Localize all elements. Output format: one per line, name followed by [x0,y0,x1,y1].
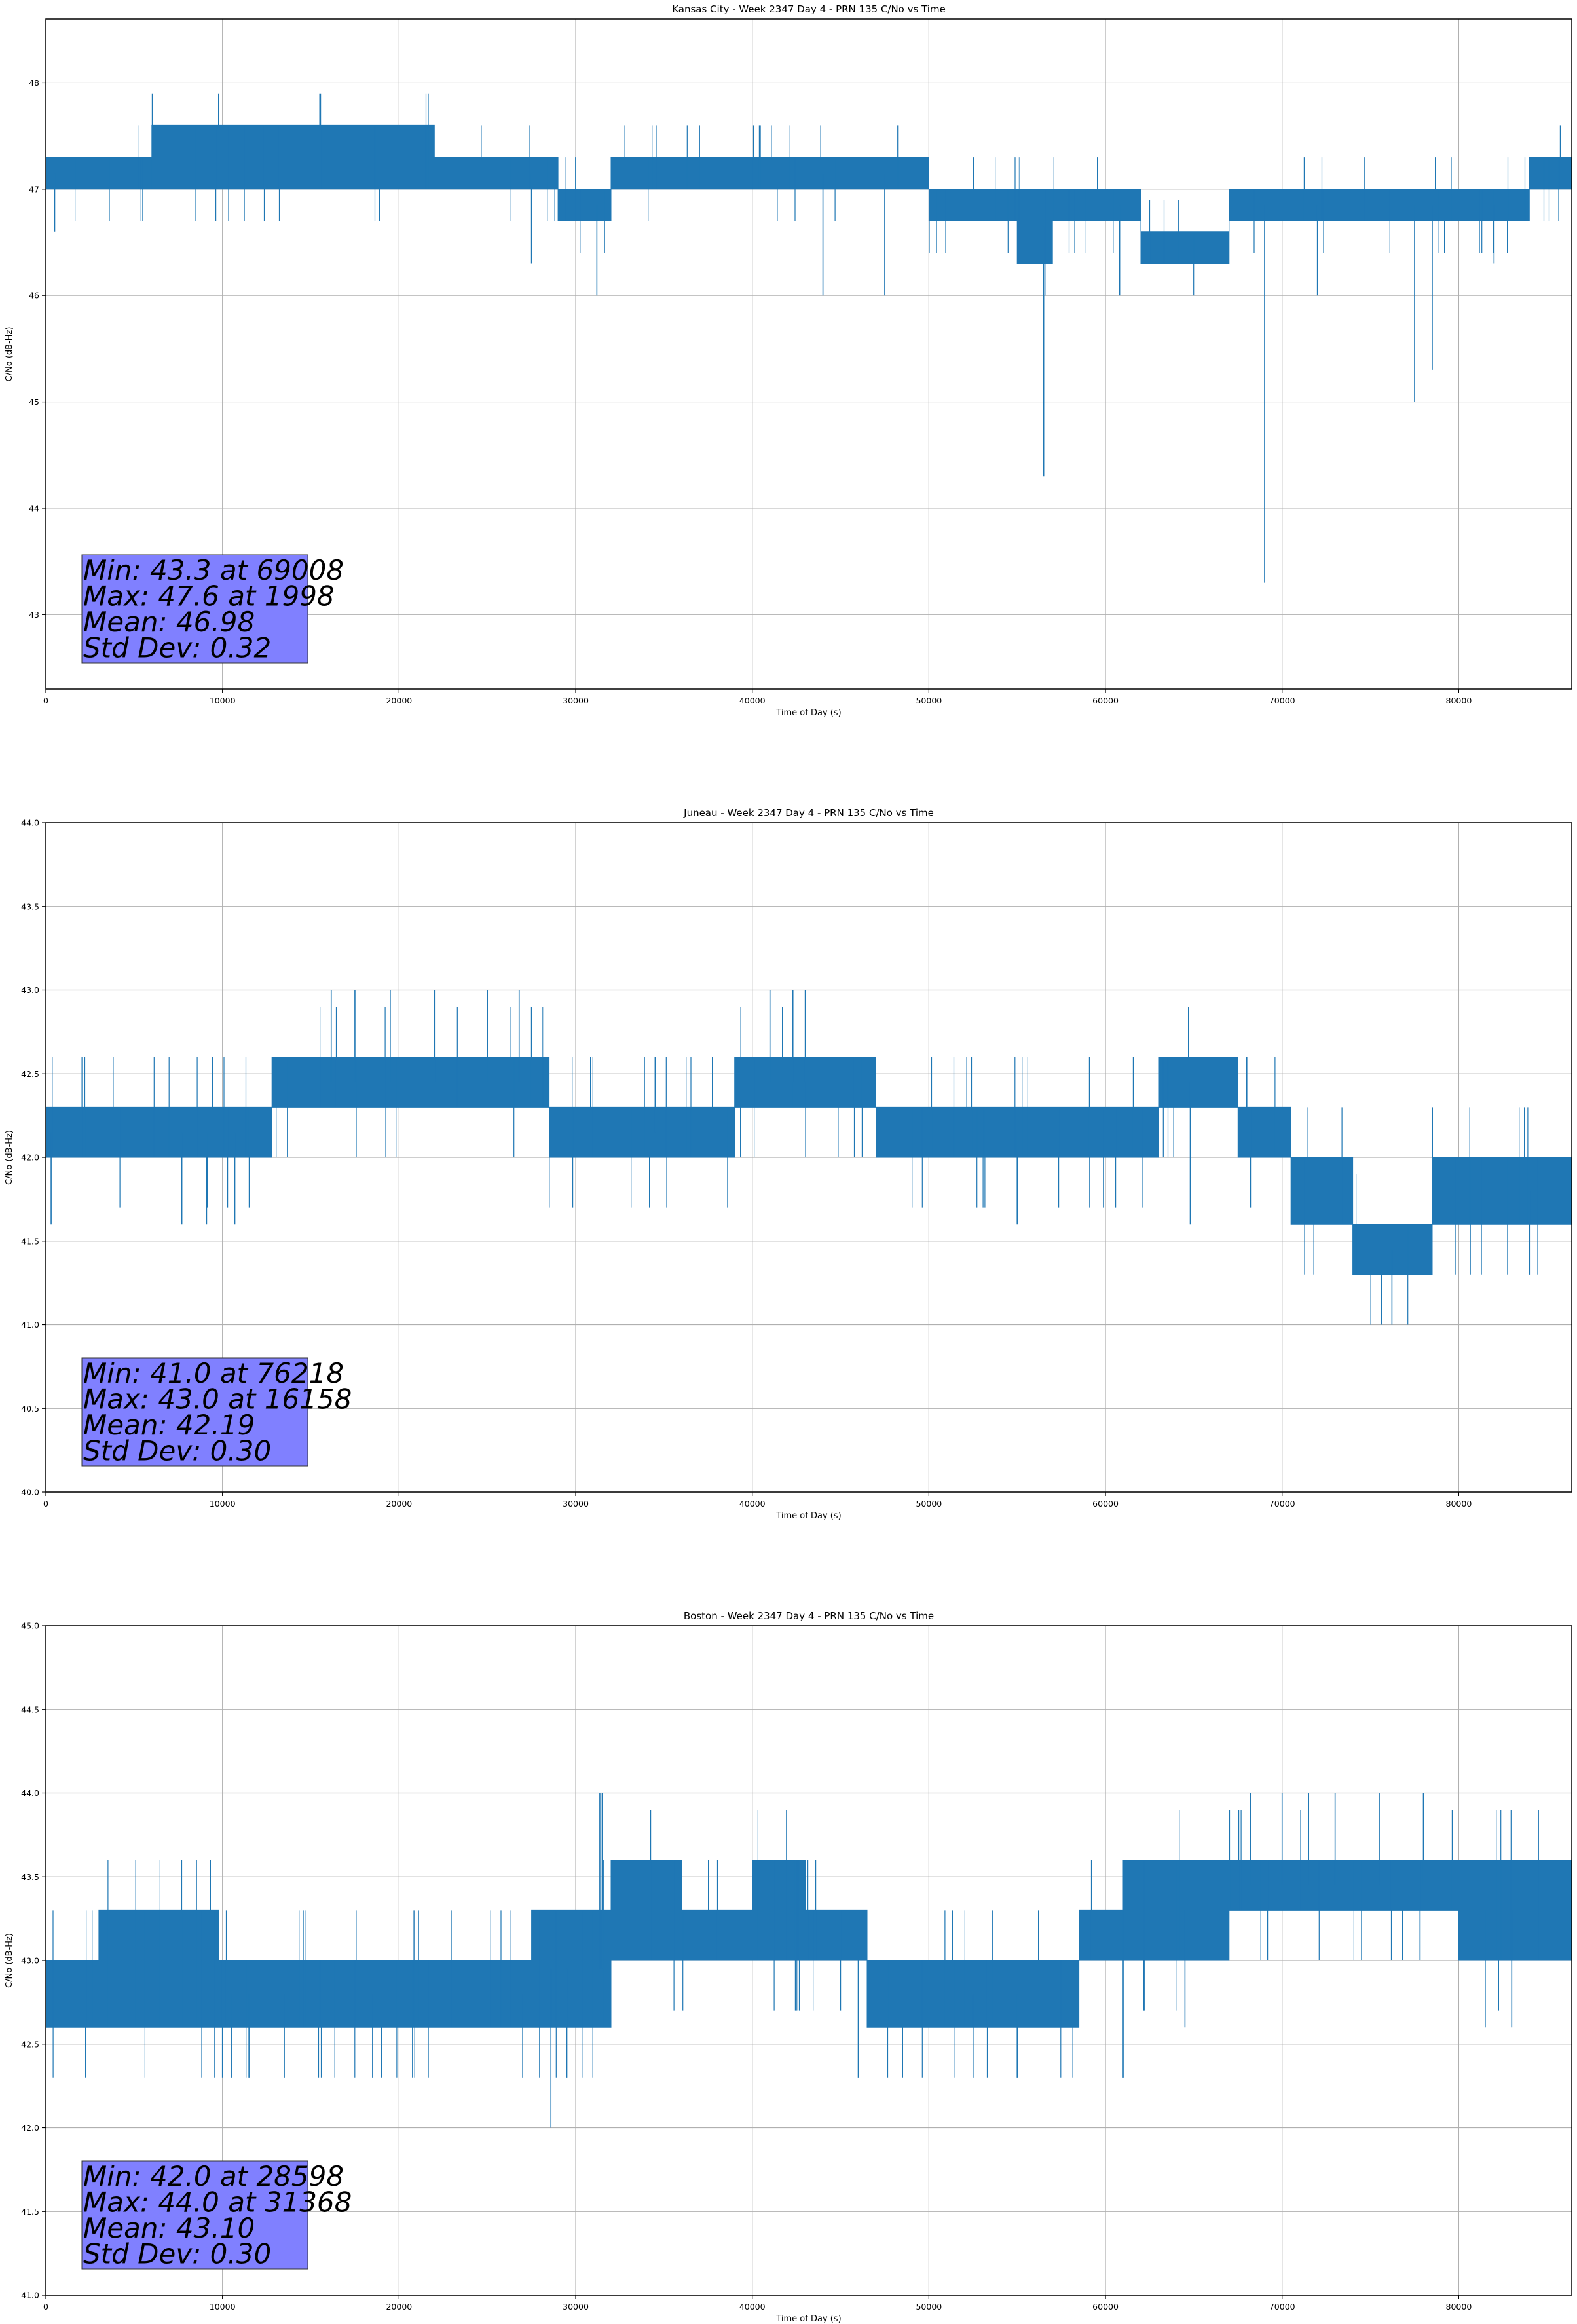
stats-box [81,1357,308,1467]
y-tick-label: 42.5 [21,2039,39,2049]
stats-box [81,554,308,664]
stats-line: Mean: 42.19 [83,1409,255,1441]
x-tick-label: 0 [43,696,48,705]
y-axis-label: C/No (dB-Hz) [5,327,14,382]
y-tick-label: 45.0 [21,1621,39,1631]
y-tick-label: 47 [29,184,39,194]
chart-title: Juneau - Week 2347 Day 4 - PRN 135 C/No … [683,807,934,819]
y-tick-label: 43 [29,610,39,620]
y-tick-label: 41.5 [21,2207,39,2217]
chart-panel-1: 0 10000 20000 30000 40000 50000 60000 70000 8000… [5,3,1572,718]
y-axis-label: C/No (dB-Hz) [5,1933,14,1988]
x-tick-label: 0 [43,2302,48,2312]
y-tick-label: 42.0 [21,1153,39,1163]
x-tick-label: 70000 [1269,696,1295,705]
y-tick-label: 43.0 [21,1956,39,1966]
data-series-cno [45,1057,1572,1275]
chart-title: Boston - Week 2347 Day 4 - PRN 135 C/No … [684,1610,934,1622]
stats-line: Std Dev: 0.30 [83,2238,271,2270]
x-tick-label: 10000 [210,2302,236,2312]
x-tick-label: 10000 [210,1499,236,1509]
y-tick-label: 43.0 [21,985,39,995]
y-tick-label: 44 [29,503,39,513]
y-axis-label: C/No (dB-Hz) [5,1130,14,1185]
y-tick-label: 43.5 [21,901,39,911]
stats-line: Min: 42.0 at 28598 [83,2160,344,2192]
x-tick-label: 80000 [1446,2302,1472,2312]
y-tick-label: 48 [29,78,39,88]
stats-line: Max: 43.0 at 16158 [83,1383,352,1415]
chart-panel-2: 0 10000 20000 30000 40000 50000 60000 70000 8000… [5,807,1572,1521]
stats-line: Min: 43.3 at 69008 [83,554,344,586]
stats-line: Std Dev: 0.30 [83,1435,271,1467]
stats-line: Std Dev: 0.32 [83,632,271,664]
x-tick-label: 20000 [386,1499,412,1509]
y-tick-label: 40.5 [21,1404,39,1414]
y-tick-label: 41.0 [21,1320,39,1330]
x-tick-label: 70000 [1269,1499,1295,1509]
x-tick-label: 50000 [916,2302,942,2312]
y-tick-label: 41.5 [21,1236,39,1246]
x-tick-label: 20000 [386,2302,412,2312]
x-tick-label: 60000 [1092,696,1119,705]
x-tick-label: 10000 [210,696,236,705]
x-tick-label: 0 [43,1499,48,1509]
x-tick-label: 60000 [1092,2302,1119,2312]
stats-line: Mean: 43.10 [83,2212,255,2244]
y-tick-label: 43.5 [21,1872,39,1882]
y-tick-label: 42.0 [21,2123,39,2133]
y-tick-label: 40.0 [21,1488,39,1497]
x-tick-label: 80000 [1446,696,1472,705]
x-tick-label: 40000 [739,2302,766,2312]
chart-panel-3: 0 10000 20000 30000 40000 50000 60000 70000 8000… [5,1610,1572,2324]
y-tick-label: 42.5 [21,1069,39,1079]
x-tick-label: 60000 [1092,1499,1119,1509]
y-tick-label: 41.0 [21,2291,39,2300]
x-axis-label: Time of Day (s) [775,708,841,718]
chart-title: Kansas City - Week 2347 Day 4 - PRN 135 … [672,3,946,15]
x-tick-label: 20000 [386,696,412,705]
y-tick-label: 45 [29,397,39,407]
x-tick-label: 30000 [563,2302,589,2312]
x-tick-label: 30000 [563,1499,589,1509]
y-tick-label: 46 [29,291,39,301]
stats-line: Max: 44.0 at 31368 [83,2186,352,2219]
x-tick-label: 40000 [739,1499,766,1509]
x-tick-label: 50000 [916,1499,942,1509]
x-tick-label: 70000 [1269,2302,1295,2312]
x-axis-label: Time of Day (s) [775,2314,841,2324]
x-tick-label: 50000 [916,696,942,705]
x-tick-label: 30000 [563,696,589,705]
y-tick-label: 44.0 [21,1788,39,1798]
x-tick-label: 40000 [739,696,766,705]
y-tick-label: 44.0 [21,818,39,828]
x-axis-label: Time of Day (s) [775,1511,841,1521]
y-tick-label: 44.5 [21,1704,39,1714]
stats-line: Max: 47.6 at 1998 [83,580,335,612]
x-tick-label: 80000 [1446,1499,1472,1509]
stats-line: Min: 41.0 at 76218 [83,1357,344,1389]
plot-frame [45,18,1572,690]
data-series-cno [45,1860,1572,2028]
data-series-cno [45,124,1572,264]
stats-line: Mean: 46.98 [83,606,255,638]
stats-box [81,2160,308,2270]
